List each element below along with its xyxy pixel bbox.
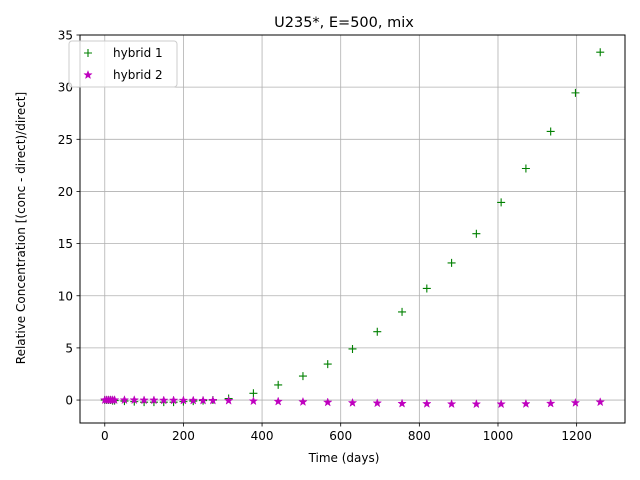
data-point bbox=[472, 229, 481, 238]
data-point bbox=[545, 398, 556, 408]
data-point bbox=[109, 394, 120, 405]
data-point bbox=[149, 395, 159, 405]
data-point bbox=[372, 398, 383, 408]
data-point bbox=[298, 372, 307, 381]
y-axis-label: Relative Concentration [(conc - direct)/… bbox=[14, 92, 28, 364]
data-point bbox=[273, 396, 283, 406]
x-tick-label: 400 bbox=[251, 429, 274, 443]
data-point bbox=[322, 397, 333, 407]
data-point bbox=[178, 395, 189, 405]
x-tick-label: 0 bbox=[101, 429, 109, 443]
data-point bbox=[323, 360, 332, 369]
data-point bbox=[596, 48, 605, 57]
series-hybrid-2 bbox=[99, 394, 606, 409]
data-point bbox=[422, 398, 432, 408]
legend-marker-hybrid-1 bbox=[84, 49, 92, 57]
data-point bbox=[129, 394, 140, 405]
data-point bbox=[570, 397, 581, 407]
y-tick-label: 10 bbox=[58, 289, 73, 303]
data-point bbox=[298, 396, 308, 407]
data-point bbox=[497, 198, 506, 207]
data-point bbox=[397, 398, 407, 408]
plot-frame bbox=[79, 34, 626, 424]
data-point bbox=[168, 395, 179, 405]
y-tick-label: 15 bbox=[58, 237, 73, 251]
data-point bbox=[119, 394, 130, 405]
data-point bbox=[496, 399, 506, 409]
x-tick-label: 200 bbox=[172, 429, 195, 443]
data-point bbox=[521, 398, 531, 409]
legend: hybrid 1 hybrid 2 bbox=[68, 40, 178, 88]
y-tick-label: 0 bbox=[65, 394, 73, 408]
data-point bbox=[347, 397, 358, 407]
x-tick-label: 1000 bbox=[483, 429, 514, 443]
data-point bbox=[139, 395, 149, 405]
data-point bbox=[248, 396, 259, 406]
y-tick-label: 25 bbox=[58, 133, 73, 147]
data-point bbox=[348, 344, 357, 353]
legend-label-hybrid-2: hybrid 2 bbox=[113, 68, 163, 82]
data-point bbox=[595, 397, 606, 407]
y-tick-label: 5 bbox=[65, 341, 73, 355]
x-tick-label: 1200 bbox=[561, 429, 592, 443]
data-point bbox=[198, 395, 208, 405]
data-point bbox=[571, 88, 580, 97]
data-point bbox=[447, 258, 456, 267]
y-tick-label: 35 bbox=[58, 29, 73, 43]
data-point bbox=[446, 398, 457, 409]
legend-marker bbox=[84, 49, 92, 57]
data-point bbox=[422, 284, 431, 293]
legend-label-hybrid-1: hybrid 1 bbox=[113, 46, 163, 60]
data-point bbox=[471, 399, 482, 409]
data-point bbox=[208, 395, 218, 405]
data-point bbox=[188, 395, 199, 405]
data-point bbox=[521, 164, 530, 173]
data-point bbox=[373, 327, 382, 336]
data-point bbox=[223, 395, 234, 405]
data-point bbox=[158, 395, 169, 405]
y-tick-label: 20 bbox=[58, 185, 73, 199]
x-axis-label: Time (days) bbox=[308, 451, 380, 465]
chart-title: U235*, E=500, mix bbox=[274, 15, 414, 31]
legend-box bbox=[68, 40, 178, 88]
x-tick-label: 800 bbox=[408, 429, 431, 443]
data-point bbox=[274, 380, 283, 389]
legend-marker-hybrid-2 bbox=[83, 69, 93, 80]
data-point bbox=[546, 127, 555, 136]
series-layer bbox=[99, 48, 606, 409]
data-point bbox=[249, 389, 258, 398]
x-tick-label: 600 bbox=[329, 429, 352, 443]
legend-marker bbox=[83, 69, 93, 80]
data-point bbox=[398, 307, 407, 316]
